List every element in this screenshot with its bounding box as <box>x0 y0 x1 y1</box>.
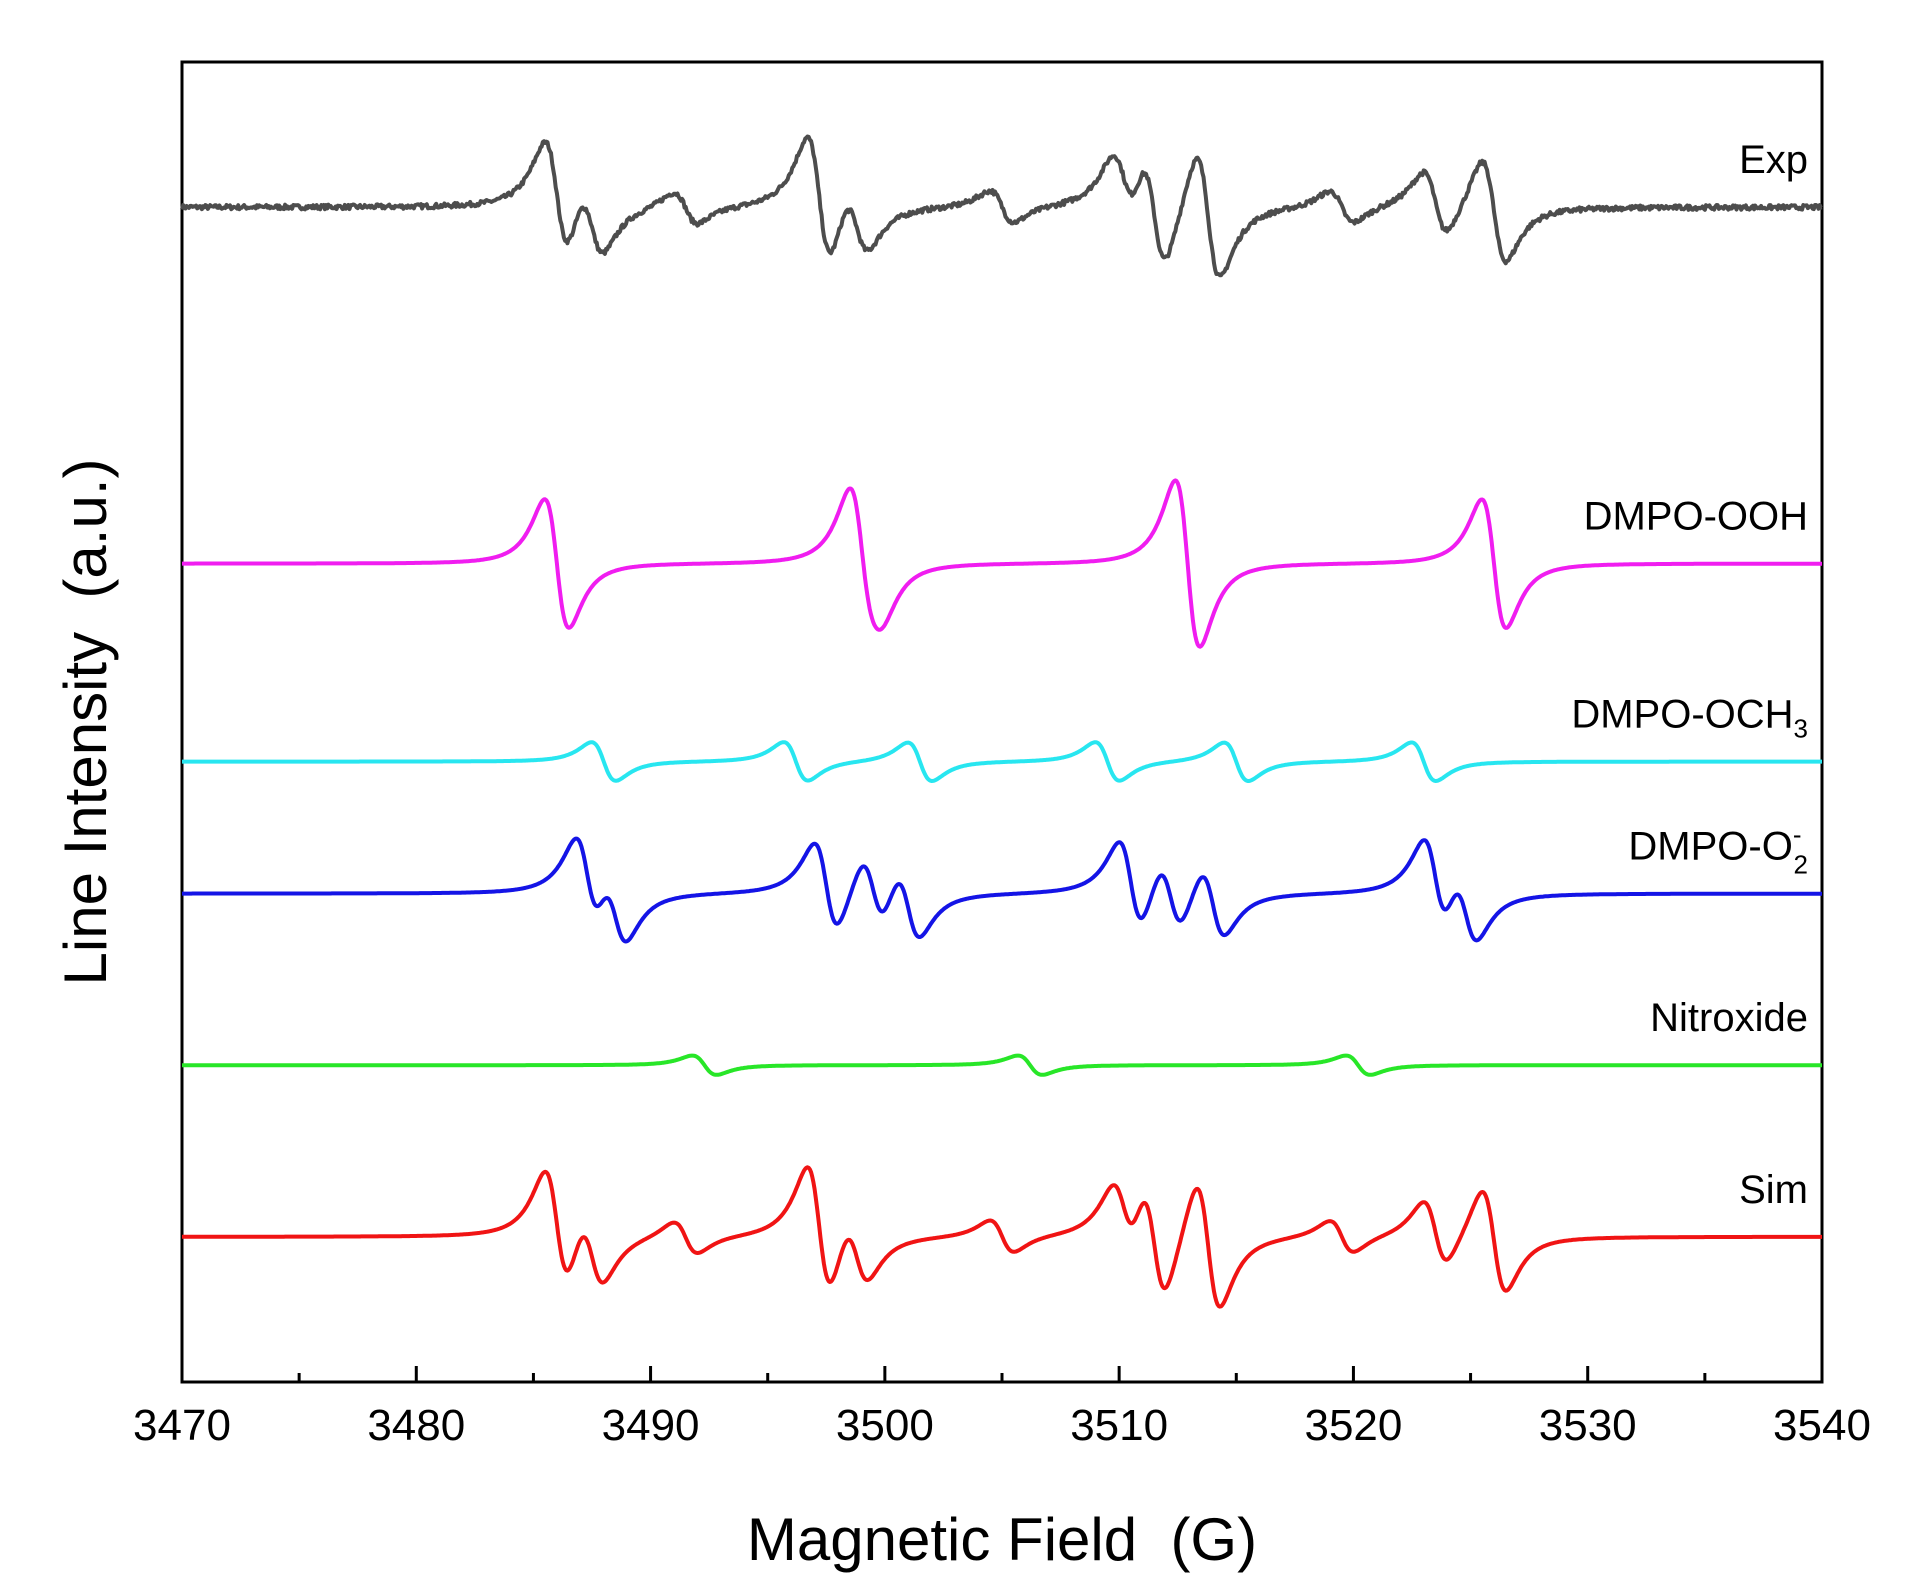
x-tick-label: 3540 <box>1773 1401 1871 1450</box>
x-tick-label: 3520 <box>1304 1401 1402 1450</box>
x-tick-label: 3510 <box>1070 1401 1168 1450</box>
x-tick-label: 3530 <box>1539 1401 1637 1450</box>
series-line <box>181 836 1823 944</box>
series-line <box>181 740 1823 783</box>
x-axis-title: Magnetic Field (G) <box>747 1506 1257 1573</box>
series-line <box>180 134 1823 278</box>
series-line <box>181 478 1823 649</box>
x-axis-tick-labels: 3470 3480 3490 3500 3510 3520 3530 3540 <box>133 1401 1871 1450</box>
series-line <box>181 1053 1823 1077</box>
x-tick-label: 3480 <box>367 1401 465 1450</box>
spectra-series <box>180 134 1823 1309</box>
series-label: DMPO-O-2 <box>1628 820 1808 880</box>
series-labels: Exp DMPO-OOH DMPO-OCH3 DMPO-O-2 Nitroxide Sim <box>1571 138 1808 1212</box>
x-axis-ticks <box>180 1366 1824 1382</box>
series-label: Nitroxide <box>1650 996 1808 1040</box>
x-tick-label: 3490 <box>602 1401 700 1450</box>
series-label: DMPO-OOH <box>1584 495 1808 539</box>
series-label: Exp <box>1739 138 1808 182</box>
x-tick-label: 3500 <box>836 1401 934 1450</box>
y-axis-title: Line Intensity (a.u.) <box>52 459 119 986</box>
series-label: DMPO-OCH3 <box>1571 693 1808 744</box>
series-label: Sim <box>1739 1168 1808 1212</box>
x-tick-label: 3470 <box>133 1401 231 1450</box>
series-line <box>181 1165 1823 1309</box>
